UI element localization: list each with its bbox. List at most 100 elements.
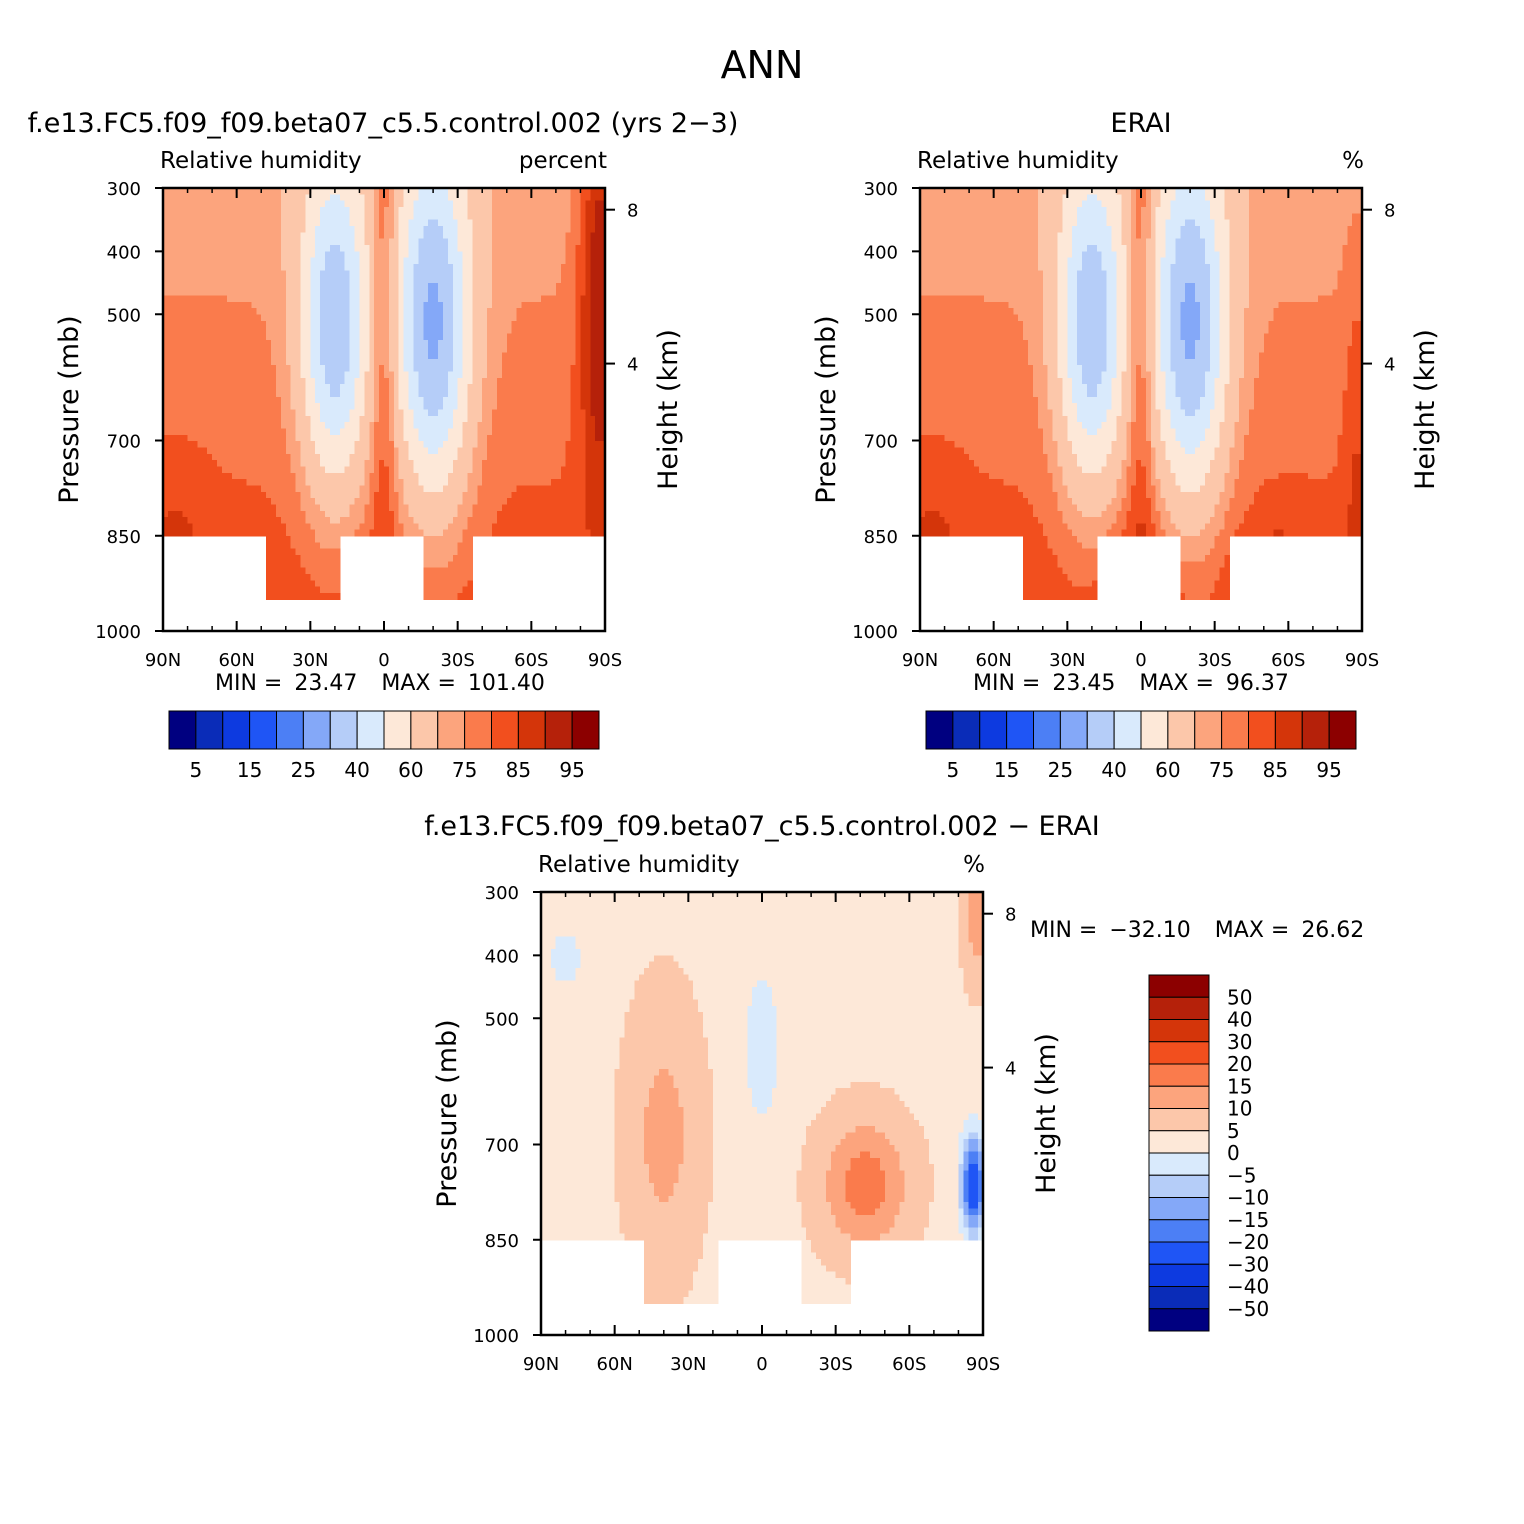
colorbar-label: 15 <box>237 758 262 782</box>
colorbar-box <box>1148 1197 1210 1221</box>
colorbar-label: 50 <box>1227 985 1252 1009</box>
colorbar-box <box>1148 974 1210 998</box>
colorbar-label: 0 <box>1227 1141 1240 1165</box>
colorbar-box <box>410 710 439 750</box>
x-tick-label: 30S <box>818 1354 852 1375</box>
left-subtitle: Relative humidity <box>538 852 740 878</box>
colorbar-box <box>1148 1019 1210 1043</box>
x-tick-label: 90N <box>145 650 181 671</box>
colorbar-box <box>1148 1108 1210 1132</box>
x-tick-label: 90N <box>902 650 938 671</box>
colorbar-box <box>329 710 358 750</box>
colorbar-label: 85 <box>1263 758 1288 782</box>
colorbar-box <box>1148 1308 1210 1332</box>
colorbar-label: −20 <box>1227 1230 1269 1254</box>
y-tick-label: 850 <box>864 527 898 548</box>
x-tick-label: 60S <box>1271 650 1305 671</box>
x-tick-label: 30S <box>440 650 474 671</box>
colorbar-box <box>1113 710 1142 750</box>
y-tick-label: 1000 <box>95 622 141 643</box>
minmax-max-value: 101.40 <box>468 671 545 696</box>
right-axis-title: Height (km) <box>1031 1033 1062 1194</box>
x-tick-label: 0 <box>378 650 389 671</box>
right-axis-title: Height (km) <box>653 329 684 490</box>
colorbar-box <box>356 710 385 750</box>
x-tick-label: 30N <box>1049 650 1085 671</box>
right-tick-label: 8 <box>1005 905 1016 926</box>
min-max-text: MIN = 23.45 MAX = 96.37 <box>973 671 1289 696</box>
colorbar-label: 15 <box>1227 1074 1252 1098</box>
colorbar-box <box>249 710 277 750</box>
minmax-min-label: MIN = <box>1030 918 1097 943</box>
colorbar-box <box>383 710 412 750</box>
colorbar-label: 5 <box>1227 1119 1240 1143</box>
colorbar-box <box>1148 1241 1210 1265</box>
colorbar-label: 10 <box>1227 1097 1252 1121</box>
minmax-min-value: 23.45 <box>1052 671 1115 696</box>
y-tick-label: 700 <box>107 432 141 453</box>
colorbar-label: −30 <box>1227 1252 1269 1276</box>
colorbar-label: 30 <box>1227 1030 1252 1054</box>
minmax-max-label: MAX = <box>381 671 456 696</box>
x-tick-label: 0 <box>1135 650 1146 671</box>
colorbar: 5 15 25 40 60 75 85 95 <box>925 710 1357 782</box>
colorbar-label: 40 <box>1101 758 1126 782</box>
minmax-min-label: MIN = <box>973 671 1040 696</box>
right-subtitle: % <box>1342 148 1364 174</box>
x-tick-label: 90S <box>966 1354 1000 1375</box>
right-axis-title: Height (km) <box>1410 329 1441 490</box>
colorbar-box <box>1148 996 1210 1020</box>
colorbar-label: 25 <box>1048 758 1073 782</box>
colorbar-box <box>1148 1263 1210 1287</box>
colorbar-label: 95 <box>559 758 584 782</box>
right-tick-label: 4 <box>1384 355 1395 376</box>
y-axis-title: Pressure (mb) <box>811 315 842 503</box>
x-tick-label: 30N <box>292 650 328 671</box>
colorbar-label: −10 <box>1227 1186 1269 1210</box>
colorbar-box <box>571 710 600 750</box>
colorbar-box <box>1248 710 1276 750</box>
colorbar-box <box>491 710 519 750</box>
colorbar-box <box>437 710 466 750</box>
y-tick-label: 300 <box>864 179 898 200</box>
colorbar-label: 95 <box>1316 758 1341 782</box>
colorbar-box <box>1194 710 1223 750</box>
panel-title: ERAI <box>1110 108 1171 139</box>
minmax-max-label: MAX = <box>1139 671 1214 696</box>
right-tick-label: 4 <box>1005 1059 1016 1080</box>
minmax-max-label: MAX = <box>1215 918 1290 943</box>
right-subtitle: % <box>963 852 985 878</box>
x-tick-label: 30S <box>1197 650 1231 671</box>
min-max-text: MIN = −32.10 MAX = 26.62 <box>1030 918 1364 943</box>
y-tick-label: 700 <box>485 1136 519 1157</box>
colorbar-box <box>1328 710 1357 750</box>
colorbar-box <box>195 710 224 750</box>
colorbar-label: 20 <box>1227 1052 1252 1076</box>
figure-title: ANN <box>721 43 804 87</box>
colorbar-label: 40 <box>344 758 369 782</box>
colorbar-box <box>544 710 573 750</box>
colorbar-box <box>276 710 304 750</box>
x-tick-label: 60N <box>218 650 254 671</box>
colorbar-box <box>1059 710 1088 750</box>
contour-fill <box>163 188 606 600</box>
colorbar-box <box>464 710 492 750</box>
right-tick-label: 8 <box>627 201 638 222</box>
colorbar-box <box>979 710 1008 750</box>
colorbar-label: 85 <box>506 758 531 782</box>
y-tick-label: 500 <box>485 1009 519 1030</box>
panel-diff: f.e13.FC5.f09_f09.beta07_c5.5.control.00… <box>424 811 1364 1375</box>
colorbar-box <box>1221 710 1249 750</box>
colorbar-label: 25 <box>291 758 316 782</box>
colorbar-label: 60 <box>398 758 423 782</box>
y-tick-label: 1000 <box>473 1326 519 1347</box>
minmax-min-value: −32.10 <box>1109 918 1190 943</box>
colorbar-box <box>1006 710 1034 750</box>
y-tick-label: 500 <box>107 305 141 326</box>
colorbar-box <box>517 710 546 750</box>
y-axis-title: Pressure (mb) <box>432 1019 463 1207</box>
colorbar-box <box>1148 1041 1210 1065</box>
